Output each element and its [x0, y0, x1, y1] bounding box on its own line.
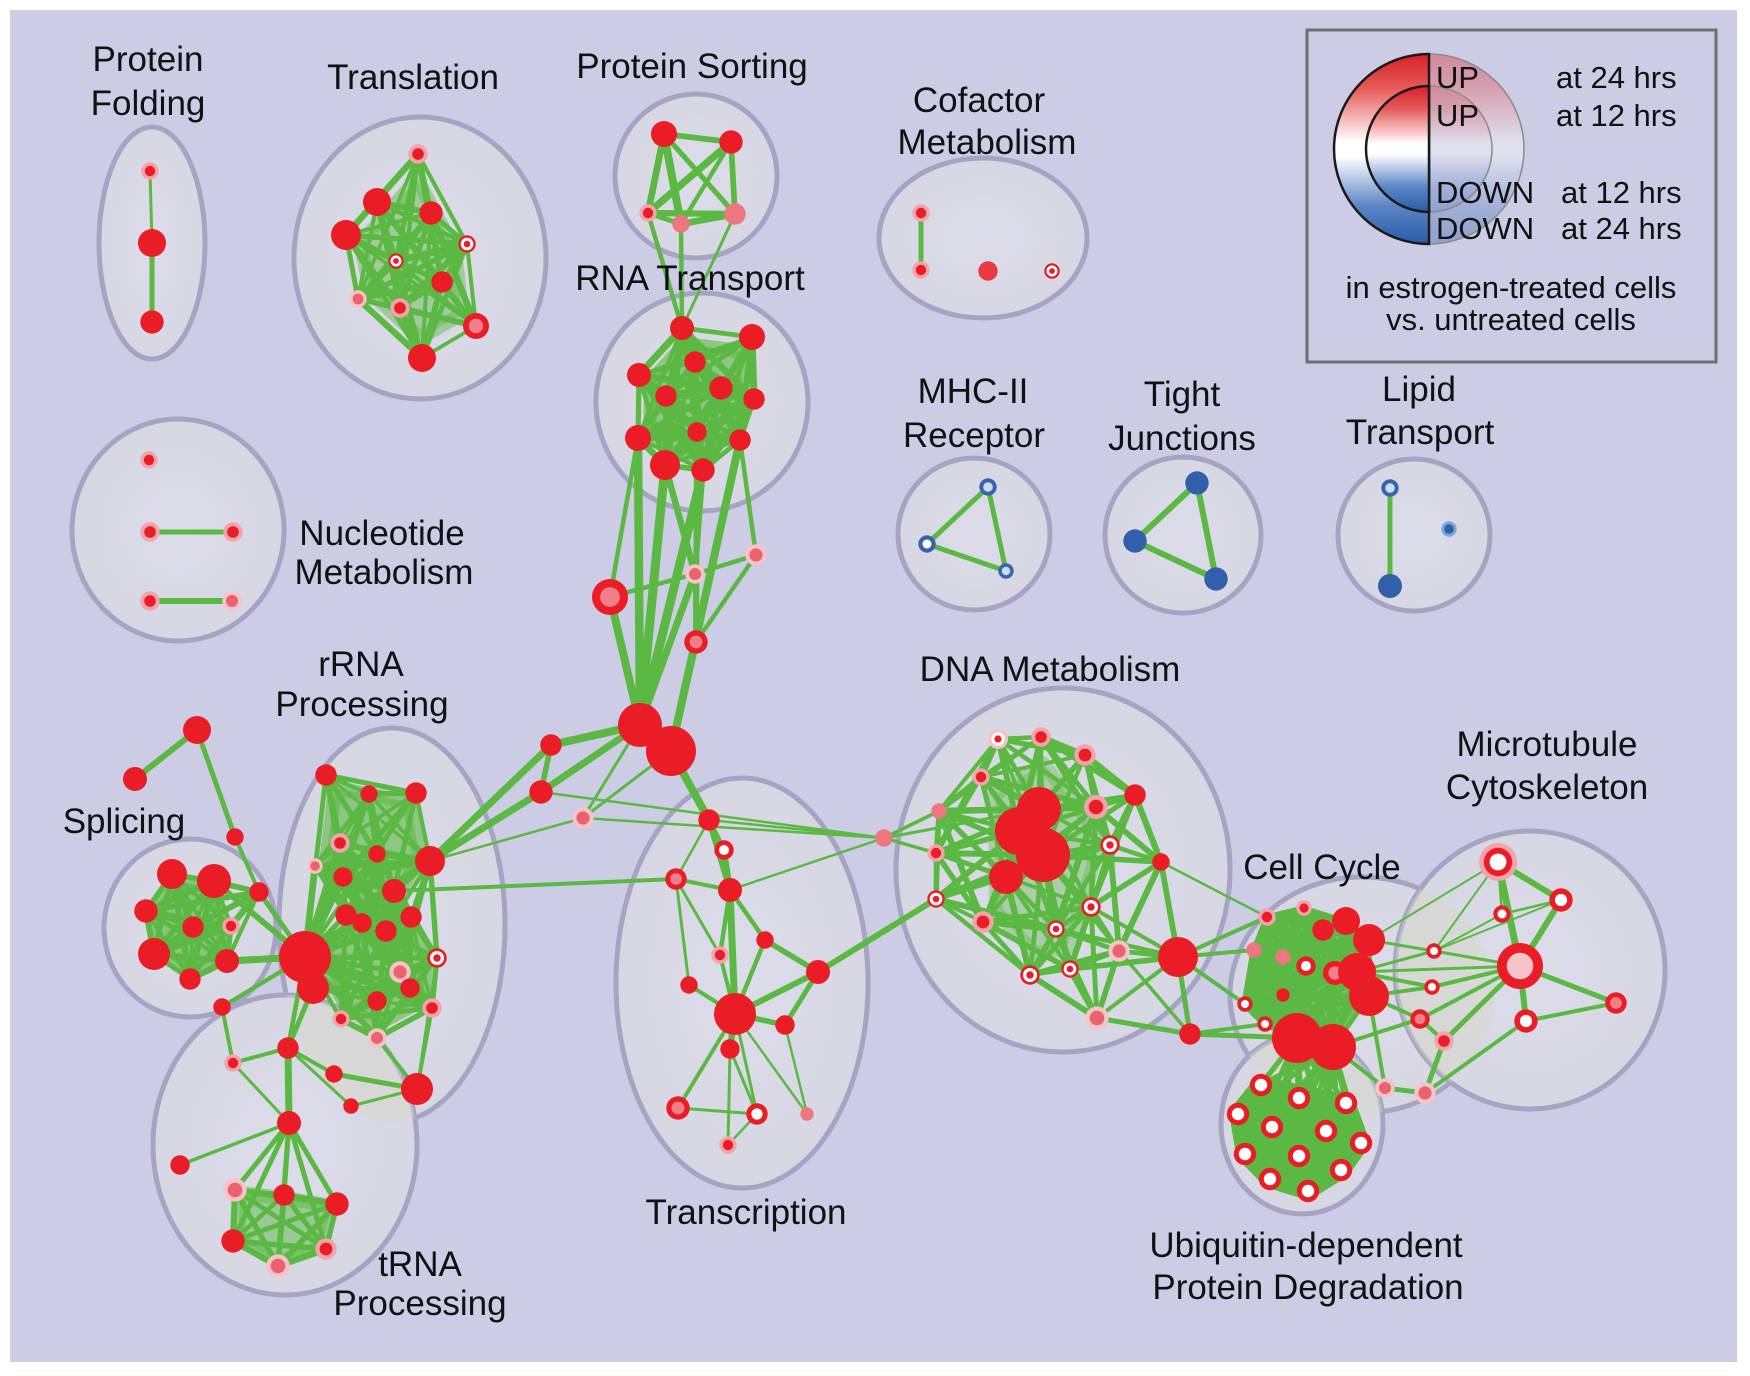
svg-text:Cofactor: Cofactor	[913, 81, 1046, 120]
svg-text:DOWN: DOWN	[1436, 211, 1534, 246]
svg-text:UP: UP	[1436, 98, 1479, 133]
svg-text:DNA Metabolism: DNA Metabolism	[920, 650, 1181, 689]
svg-text:Metabolism: Metabolism	[898, 123, 1077, 162]
svg-text:at 24 hrs: at 24 hrs	[1556, 60, 1677, 95]
svg-text:Protein Degradation: Protein Degradation	[1152, 1268, 1463, 1307]
svg-text:Lipid: Lipid	[1382, 370, 1456, 409]
svg-text:Cell Cycle: Cell Cycle	[1243, 848, 1401, 887]
svg-text:Protein Sorting: Protein Sorting	[576, 47, 808, 86]
svg-text:Processing: Processing	[333, 1284, 506, 1323]
svg-text:vs. untreated cells: vs. untreated cells	[1386, 302, 1636, 337]
svg-text:Processing: Processing	[275, 685, 448, 724]
svg-text:Translation: Translation	[327, 58, 499, 97]
svg-text:Transport: Transport	[1346, 413, 1495, 452]
svg-text:Transcription: Transcription	[646, 1193, 847, 1232]
svg-text:Ubiquitin-dependent: Ubiquitin-dependent	[1149, 1226, 1463, 1265]
svg-text:UP: UP	[1436, 60, 1479, 95]
svg-text:at 12 hrs: at 12 hrs	[1561, 175, 1682, 210]
svg-text:rRNA: rRNA	[318, 645, 404, 684]
svg-text:Receptor: Receptor	[903, 416, 1045, 455]
svg-text:Microtubule: Microtubule	[1457, 725, 1638, 764]
svg-text:at 12 hrs: at 12 hrs	[1556, 98, 1677, 133]
svg-text:DOWN: DOWN	[1436, 175, 1534, 210]
svg-text:Metabolism: Metabolism	[295, 553, 474, 592]
svg-text:Splicing: Splicing	[63, 802, 186, 841]
svg-text:Junctions: Junctions	[1108, 419, 1256, 458]
svg-text:tRNA: tRNA	[378, 1245, 462, 1284]
svg-text:in estrogen-treated cells: in estrogen-treated cells	[1346, 270, 1677, 305]
svg-text:Tight: Tight	[1144, 375, 1221, 414]
svg-text:Protein: Protein	[93, 40, 204, 79]
svg-text:Cytoskeleton: Cytoskeleton	[1446, 768, 1648, 807]
svg-text:MHC-II: MHC-II	[918, 372, 1029, 411]
svg-text:RNA Transport: RNA Transport	[575, 259, 805, 298]
svg-text:Nucleotide: Nucleotide	[299, 514, 464, 553]
svg-text:Folding: Folding	[91, 84, 206, 123]
svg-text:at 24 hrs: at 24 hrs	[1561, 211, 1682, 246]
